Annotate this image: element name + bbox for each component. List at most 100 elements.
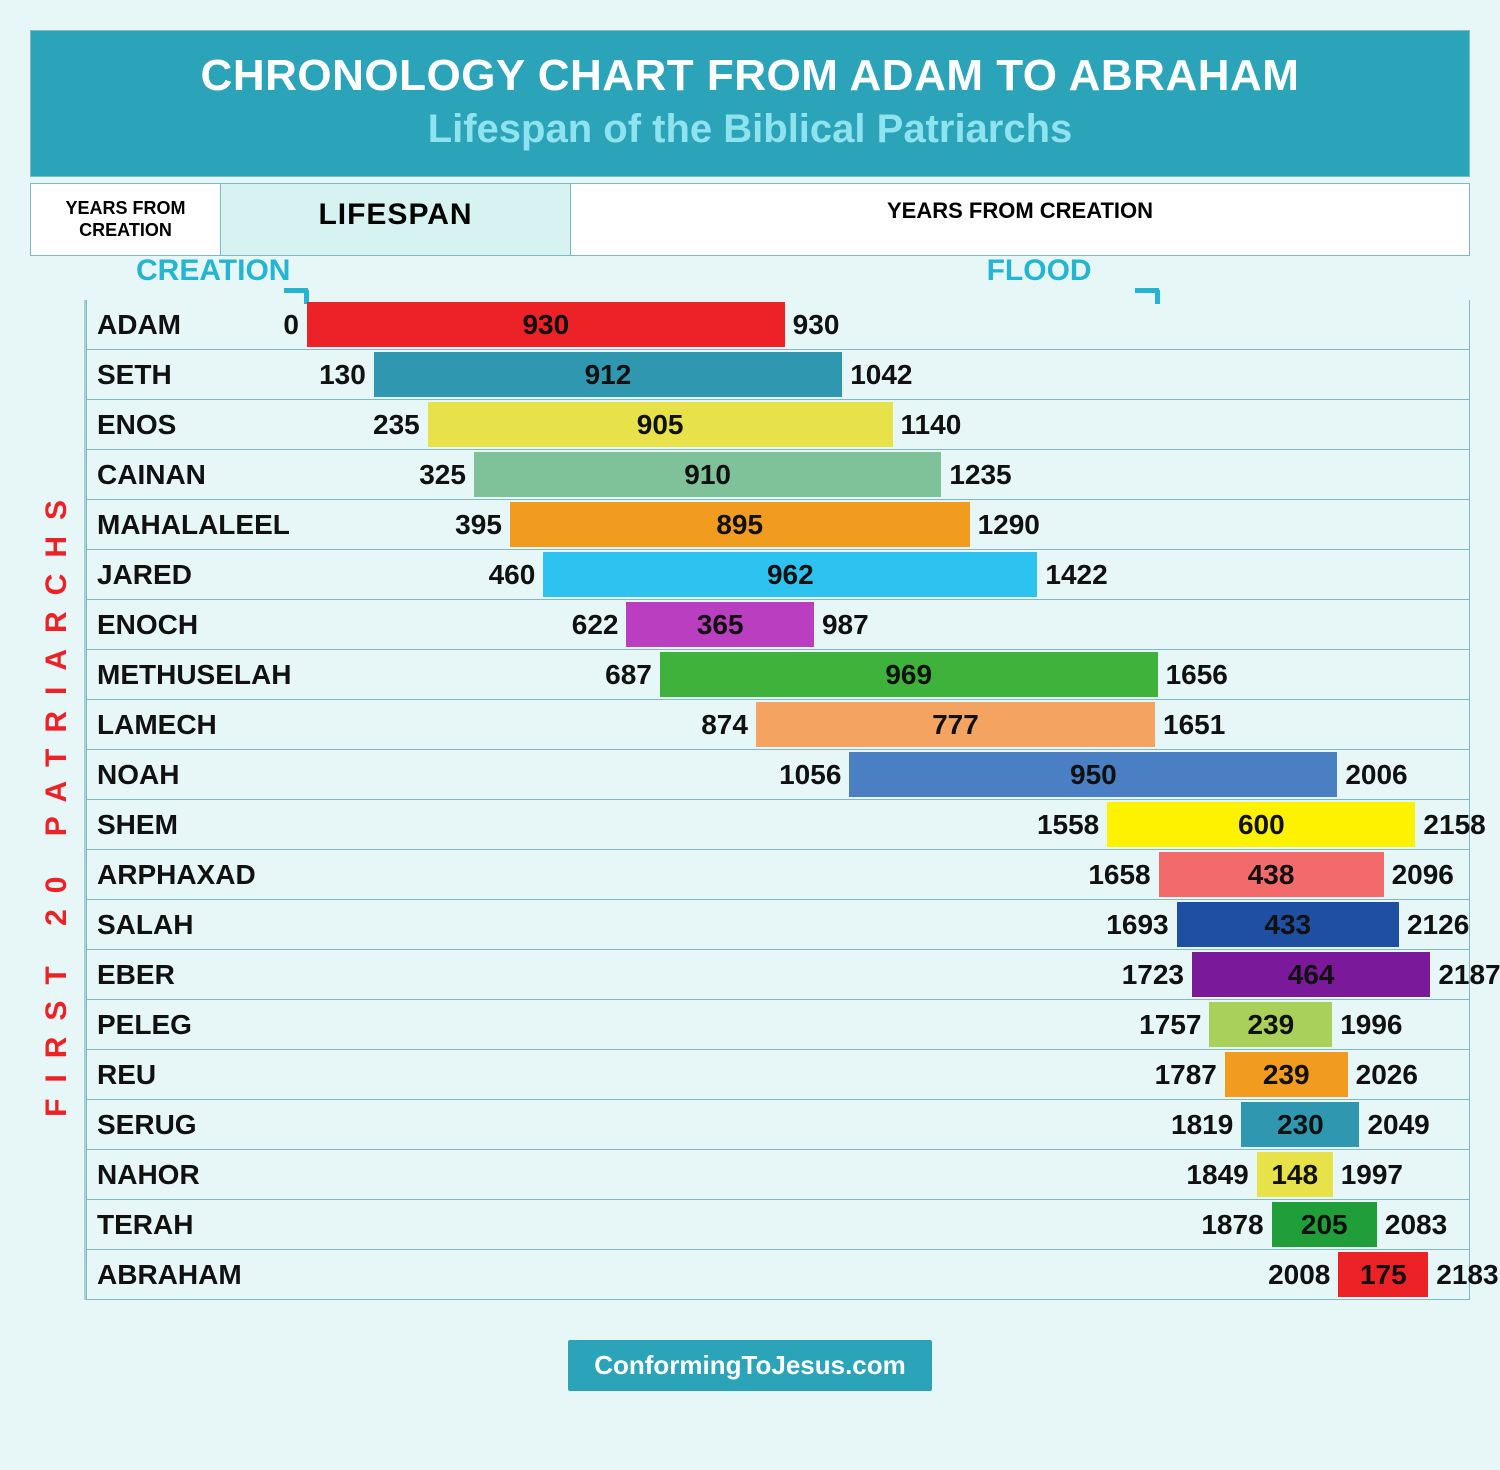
lifespan-bar: 950 bbox=[849, 752, 1337, 797]
start-year: 1658 bbox=[1088, 859, 1150, 891]
end-year: 1422 bbox=[1045, 559, 1107, 591]
patriarch-name: LAMECH bbox=[87, 709, 217, 741]
table-row: SETH9121301042 bbox=[86, 350, 1470, 400]
patriarch-name: EBER bbox=[87, 959, 175, 991]
lifespan-bar: 895 bbox=[510, 502, 970, 547]
start-year: 1787 bbox=[1155, 1059, 1217, 1091]
lifespan-bar: 438 bbox=[1159, 852, 1384, 897]
legend-mid: LIFESPAN bbox=[221, 184, 571, 255]
patriarch-name: ENOS bbox=[87, 409, 176, 441]
patriarch-name: ABRAHAM bbox=[87, 1259, 242, 1291]
lifespan-bar: 777 bbox=[756, 702, 1155, 747]
lifespan-bar: 912 bbox=[374, 352, 842, 397]
start-year: 1849 bbox=[1186, 1159, 1248, 1191]
table-row: SALAH 433 1693 2126 bbox=[86, 900, 1470, 950]
start-year: 395 bbox=[455, 509, 502, 541]
end-year: 1042 bbox=[850, 359, 912, 391]
end-year: 2049 bbox=[1367, 1109, 1429, 1141]
start-year: 1723 bbox=[1122, 959, 1184, 991]
lifespan-bar: 600 bbox=[1107, 802, 1415, 847]
table-row: ARPHAXAD 438 1658 2096 bbox=[86, 850, 1470, 900]
table-row: METHUSELAH 969687 1656 bbox=[86, 650, 1470, 700]
end-year: 2183 bbox=[1436, 1259, 1498, 1291]
subtitle: Lifespan of the Biblical Patriarchs bbox=[41, 107, 1459, 152]
marker-label: FLOOD bbox=[987, 254, 1092, 288]
legend-right: YEARS FROM CREATION bbox=[571, 184, 1469, 255]
start-year: 1056 bbox=[779, 759, 841, 791]
end-year: 2187 bbox=[1438, 959, 1500, 991]
table-row: ENOCH365622987 bbox=[86, 600, 1470, 650]
lifespan-bar: 969 bbox=[660, 652, 1158, 697]
table-row: MAHALALEEL8953951290 bbox=[86, 500, 1470, 550]
start-year: 235 bbox=[373, 409, 420, 441]
lifespan-bar: 205 bbox=[1272, 1202, 1377, 1247]
table-row: NAHOR 148 1849 1997 bbox=[86, 1150, 1470, 1200]
patriarch-name: ARPHAXAD bbox=[87, 859, 256, 891]
lifespan-bar: 148 bbox=[1257, 1152, 1333, 1197]
table-row: ENOS9052351140 bbox=[86, 400, 1470, 450]
end-year: 1997 bbox=[1341, 1159, 1403, 1191]
table-row: NOAH 9501056 2006 bbox=[86, 750, 1470, 800]
patriarch-name: MAHALALEEL bbox=[87, 509, 290, 541]
end-year: 2006 bbox=[1345, 759, 1407, 791]
patriarch-name: METHUSELAH bbox=[87, 659, 291, 691]
start-year: 1693 bbox=[1106, 909, 1168, 941]
table-row: PELEG23917571996 bbox=[86, 1000, 1470, 1050]
lifespan-bar: 433 bbox=[1177, 902, 1399, 947]
lifespan-bar: 175 bbox=[1338, 1252, 1428, 1297]
end-year: 2083 bbox=[1385, 1209, 1447, 1241]
legend-row: YEARS FROM CREATION LIFESPAN YEARS FROM … bbox=[30, 183, 1470, 256]
start-year: 0 bbox=[283, 309, 299, 341]
start-year: 874 bbox=[701, 709, 748, 741]
patriarch-name: JARED bbox=[87, 559, 192, 591]
chart-area: FIRST 20 PATRIARCHS CREATIONFLOODADAM930… bbox=[30, 300, 1470, 1300]
patriarch-name: CAINAN bbox=[87, 459, 206, 491]
lifespan-bar: 930 bbox=[307, 302, 785, 347]
patriarch-name: REU bbox=[87, 1059, 156, 1091]
page-root: CHRONOLOGY CHART FROM ADAM TO ABRAHAM Li… bbox=[0, 0, 1500, 1421]
footer-link[interactable]: ConformingToJesus.com bbox=[568, 1340, 932, 1391]
footer: ConformingToJesus.com bbox=[30, 1340, 1470, 1391]
end-year: 1656 bbox=[1166, 659, 1228, 691]
patriarch-name: NAHOR bbox=[87, 1159, 200, 1191]
end-year: 2158 bbox=[1423, 809, 1485, 841]
patriarch-name: SETH bbox=[87, 359, 172, 391]
end-year: 1235 bbox=[949, 459, 1011, 491]
lifespan-bar: 910 bbox=[474, 452, 941, 497]
lifespan-bar: 239 bbox=[1225, 1052, 1348, 1097]
end-year: 2096 bbox=[1392, 859, 1454, 891]
start-year: 2008 bbox=[1268, 1259, 1330, 1291]
table-row: SHEM60015582158 bbox=[86, 800, 1470, 850]
table-row: REU 2391787 2026 bbox=[86, 1050, 1470, 1100]
patriarch-name: TERAH bbox=[87, 1209, 193, 1241]
gantt-chart: CREATIONFLOODADAM9300930SETH9121301042EN… bbox=[84, 300, 1470, 1300]
end-year: 1651 bbox=[1163, 709, 1225, 741]
table-row: LAMECH 777874 1651 bbox=[86, 700, 1470, 750]
patriarch-name: NOAH bbox=[87, 759, 179, 791]
table-row: CAINAN 910325 1235 bbox=[86, 450, 1470, 500]
table-row: TERAH20518782083 bbox=[86, 1200, 1470, 1250]
legend-left: YEARS FROM CREATION bbox=[31, 184, 221, 255]
lifespan-bar: 365 bbox=[626, 602, 813, 647]
table-row: JARED9624601422 bbox=[86, 550, 1470, 600]
patriarch-name: SHEM bbox=[87, 809, 178, 841]
end-year: 930 bbox=[793, 309, 840, 341]
side-label: FIRST 20 PATRIARCHS bbox=[30, 300, 84, 1300]
lifespan-bar: 464 bbox=[1192, 952, 1430, 997]
side-label-text: FIRST 20 PATRIARCHS bbox=[40, 484, 74, 1117]
start-year: 622 bbox=[572, 609, 619, 641]
marker-label: CREATION bbox=[136, 254, 290, 288]
start-year: 1819 bbox=[1171, 1109, 1233, 1141]
patriarch-name: SALAH bbox=[87, 909, 193, 941]
title-bar: CHRONOLOGY CHART FROM ADAM TO ABRAHAM Li… bbox=[30, 30, 1470, 177]
start-year: 325 bbox=[419, 459, 466, 491]
start-year: 1558 bbox=[1037, 809, 1099, 841]
end-year: 2126 bbox=[1407, 909, 1469, 941]
end-year: 2026 bbox=[1356, 1059, 1418, 1091]
start-year: 687 bbox=[605, 659, 652, 691]
table-row: ADAM9300930 bbox=[86, 300, 1470, 350]
lifespan-bar: 239 bbox=[1209, 1002, 1332, 1047]
table-row: EBER46417232187 bbox=[86, 950, 1470, 1000]
lifespan-bar: 962 bbox=[543, 552, 1037, 597]
main-title: CHRONOLOGY CHART FROM ADAM TO ABRAHAM bbox=[41, 51, 1459, 101]
